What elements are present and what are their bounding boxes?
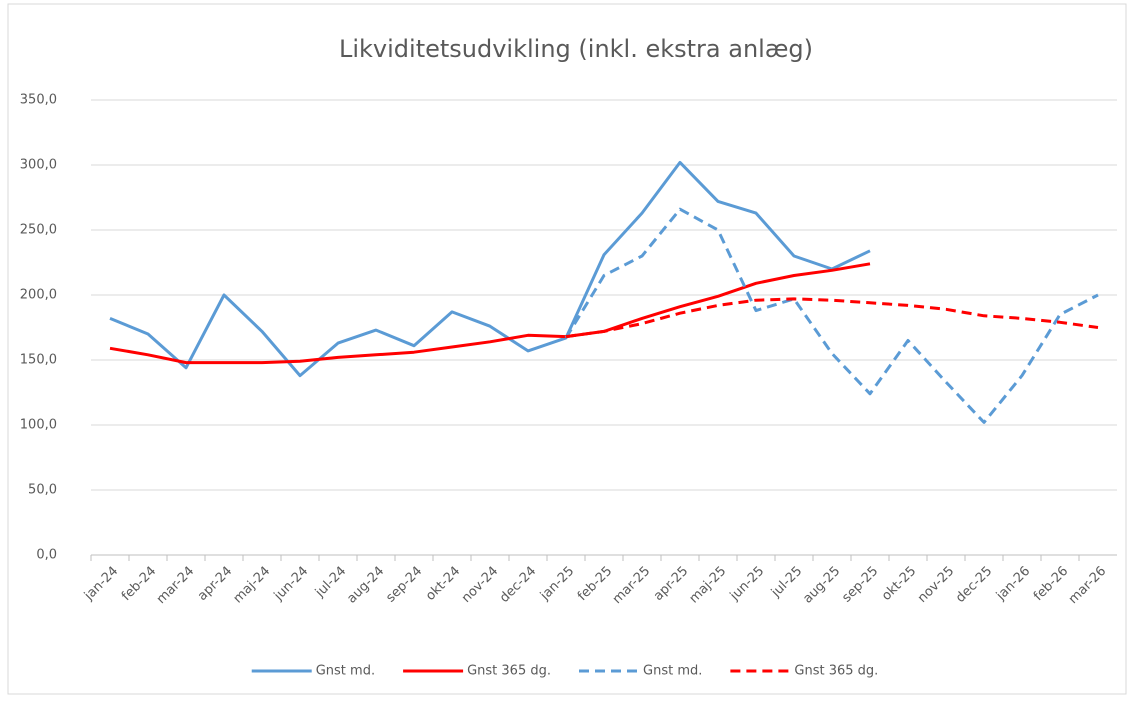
series-line xyxy=(565,297,1099,339)
legend-label: Gnst 365 dg. xyxy=(794,664,878,679)
legend: Gnst md. Gnst 365 dg. Gnst md. Gnst 365 dg. xyxy=(251,664,878,679)
legend-item: Gnst md. xyxy=(579,664,702,679)
y-tick-label: 100,0 xyxy=(20,418,57,433)
legend-item: Gnst md. xyxy=(251,664,375,679)
y-tick-label: 300,0 xyxy=(20,158,57,173)
y-tick-label: 200,0 xyxy=(20,288,57,303)
chart-title: Likviditetsudvikling (inkl. ekstra anlæg… xyxy=(339,35,813,63)
y-tick-label: 0,0 xyxy=(36,548,57,563)
series-line xyxy=(564,207,1099,424)
y-tick-label: 250,0 xyxy=(20,223,57,238)
series-line xyxy=(109,262,871,365)
legend-item: Gnst 365 dg. xyxy=(730,664,878,679)
legend-label: Gnst md. xyxy=(316,664,375,679)
legend-label: Gnst md. xyxy=(643,664,702,679)
y-tick-label: 50,0 xyxy=(28,483,57,498)
legend-label: Gnst 365 dg. xyxy=(467,664,551,679)
y-tick-label: 350,0 xyxy=(20,93,57,108)
series-line xyxy=(109,160,871,378)
y-tick-label: 150,0 xyxy=(20,353,57,368)
legend-item: Gnst 365 dg. xyxy=(403,664,551,679)
